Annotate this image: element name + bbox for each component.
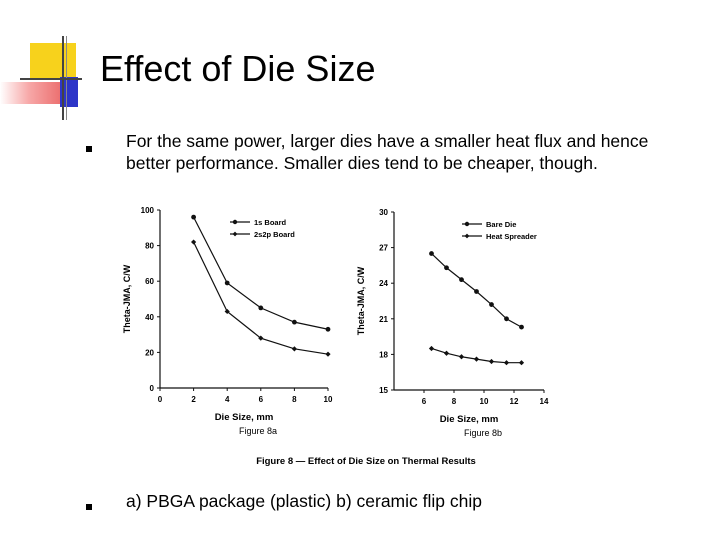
chart-1-x-tick-label: 6 [259,395,264,404]
chart-1-x-tick-label: 0 [158,395,163,404]
bullet-marker-2 [86,504,92,510]
bullet-text-1: For the same power, larger dies have a s… [126,131,649,173]
chart-2-x-tick-label: 8 [452,397,457,406]
chart-1-y-tick-label: 40 [145,313,154,322]
chart-2-series-1-point [519,324,524,330]
chart-2-y-axis-label: Theta-JMA, C/W [356,266,366,335]
chart-1-x-axis-label: Die Size, mm [215,412,274,423]
chart-2-series-2-point [458,354,465,360]
chart-2-series-2-point [473,356,480,362]
chart-2-legend-marker-1 [464,221,470,227]
chart-2-series-2-point [428,345,435,352]
chart-1-y-tick-label: 20 [145,348,154,357]
chart-2-series-2-point [488,358,495,365]
chart-1-legend-label-2: 2s2p Board [254,230,295,239]
chart-2-series-1-point [444,265,449,271]
chart-2-y-tick-label: 30 [379,208,388,217]
chart-2-series-2-point [518,360,525,366]
chart-1-series-1-point [224,280,230,286]
chart-2-x-tick-label: 12 [510,397,519,406]
chart-2-y-tick-label: 15 [379,386,388,395]
chart-1-y-tick-label: 80 [145,242,154,251]
chart-1-series-1-point [258,305,264,311]
title-ornament-yellow [30,43,76,79]
chart-1-series-1-point [325,326,331,332]
chart-2-legend-label-1: Bare Die [486,220,516,229]
chart-2-legend-marker-2 [464,233,470,239]
chart-1-series-1-point [191,214,196,220]
chart-2-series-1-point [459,277,464,283]
chart-2-series-1-point [474,289,479,294]
chart-2-series-1-point [504,316,509,322]
chart-1-legend-marker-2 [232,231,238,237]
chart-1-series-2-point [291,346,297,352]
slide-title: Effect of Die Size [100,48,376,89]
chart-2-figure-label: Figure 8b [464,428,502,438]
chart-2-series-2-point [503,360,510,366]
title-ornament-blue [60,77,78,107]
bullet-marker-1 [86,146,92,152]
chart-2-x-tick-label: 14 [540,397,549,406]
chart-1-y-tick-label: 0 [150,384,155,393]
chart-2-y-tick-label: 21 [379,315,388,324]
chart-1-figure-label: Figure 8a [239,426,277,436]
chart-1-x-tick-label: 4 [225,395,230,404]
chart-1-x-tick-label: 2 [191,395,196,404]
chart-2-series-2-point [443,350,450,356]
chart-1-legend-marker-1 [232,219,238,225]
chart-2-y-tick-label: 24 [379,279,388,288]
chart-2-x-axis-label: Die Size, mm [440,414,499,425]
chart-1-x-tick-label: 10 [324,395,333,404]
chart-2-series-1-point [429,251,434,256]
chart-1-x-tick-label: 8 [292,395,297,404]
figure-caption: Figure 8 — Effect of Die Size on Thermal… [256,456,476,467]
chart-2-x-tick-label: 6 [422,397,427,406]
chart-2-y-tick-label: 27 [379,244,388,253]
chart-1-y-tick-label: 100 [141,206,155,215]
chart-1-y-axis-label: Theta-JMA, C/W [122,264,132,333]
chart-2-y-tick-label: 18 [379,350,388,359]
chart-1-y-tick-label: 60 [145,277,154,286]
title-ornament-hline [20,78,82,80]
chart-1-series-2-point [191,239,197,245]
chart-2-series-1-point [489,302,494,307]
chart-1-legend-label-1: 1s Board [254,218,287,227]
chart-1-series-2-point [325,351,331,357]
chart-1-series-1-point [292,319,297,325]
title-ornament-red [0,82,72,104]
chart-2-legend-label-2: Heat Spreader [486,232,537,241]
chart-2-x-tick-label: 10 [480,397,489,406]
bullet-text-2: a) PBGA package (plastic) b) ceramic fli… [126,491,482,511]
